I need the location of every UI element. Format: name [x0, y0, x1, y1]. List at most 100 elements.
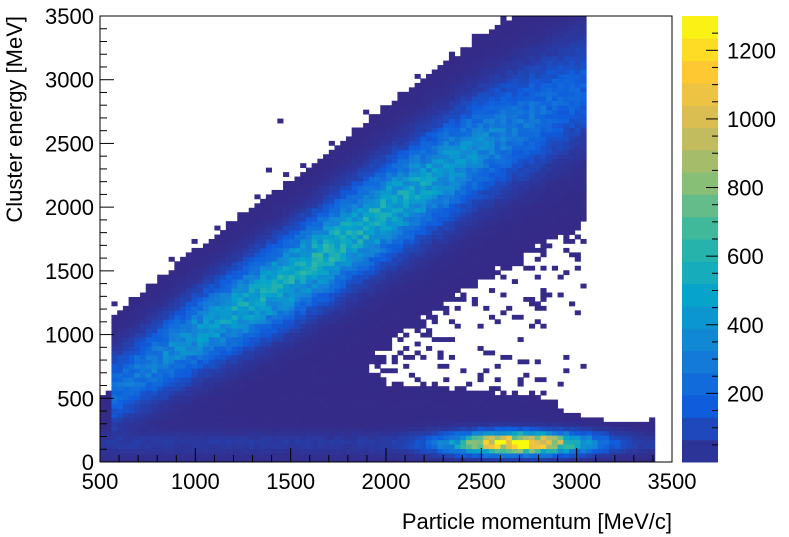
heatmap-cell	[294, 189, 301, 195]
heatmap-cell	[328, 239, 335, 244]
heatmap-cell	[157, 426, 164, 432]
heatmap-cell	[260, 221, 267, 227]
heatmap-cell	[111, 426, 118, 432]
heatmap-cell	[288, 328, 295, 334]
heatmap-cell	[174, 412, 181, 418]
heatmap-cell	[466, 189, 473, 195]
heatmap-cell	[317, 453, 324, 458]
heatmap-cell	[391, 154, 398, 160]
heatmap-cell	[283, 426, 290, 432]
heatmap-cell	[351, 243, 358, 249]
heatmap-cell	[431, 247, 438, 253]
heatmap-cell	[443, 176, 450, 182]
heatmap-cell	[483, 87, 490, 93]
heatmap-cell	[191, 439, 198, 445]
heatmap-cell	[408, 296, 415, 302]
heatmap-cell	[185, 319, 192, 325]
heatmap-cell	[437, 399, 444, 405]
heatmap-cell	[414, 123, 421, 128]
heatmap-cell	[311, 207, 318, 213]
heatmap-cell	[288, 412, 295, 418]
heatmap-cell	[305, 439, 313, 445]
heatmap-cell	[443, 435, 450, 441]
heatmap-cell	[420, 265, 427, 271]
heatmap-cell	[523, 136, 530, 142]
heatmap-cell	[454, 212, 461, 218]
heatmap-cell	[454, 65, 461, 70]
heatmap-cell	[551, 444, 558, 450]
heatmap-cell	[140, 328, 147, 334]
heatmap-cell	[386, 194, 393, 200]
heatmap-cell	[168, 279, 175, 284]
heatmap-cell	[323, 457, 330, 463]
heatmap-cell	[271, 296, 278, 302]
heatmap-cell	[483, 149, 490, 155]
heatmap-cell	[260, 270, 267, 276]
heatmap-cell	[403, 105, 410, 111]
heatmap-cell	[448, 243, 456, 249]
heatmap-cell	[483, 140, 490, 146]
heatmap-cell	[443, 448, 450, 454]
heatmap-cell	[317, 314, 324, 320]
heatmap-cell	[483, 430, 490, 436]
heatmap-cell	[477, 444, 484, 450]
heatmap-cell	[426, 314, 433, 320]
heatmap-cell	[500, 56, 507, 61]
heatmap-cell	[283, 417, 290, 423]
heatmap-cell	[208, 314, 215, 320]
heatmap-cell	[426, 430, 433, 436]
heatmap-cell	[368, 301, 375, 307]
heatmap-cell	[357, 158, 364, 164]
heatmap-cell	[443, 140, 450, 146]
heatmap-cell	[357, 185, 364, 191]
heatmap-cell	[357, 247, 364, 253]
heatmap-cell	[448, 225, 456, 231]
heatmap-cell	[420, 87, 427, 93]
heatmap-cell	[254, 310, 261, 316]
heatmap-cell	[351, 189, 358, 195]
heatmap-cell	[277, 247, 284, 253]
heatmap-cell	[426, 252, 433, 258]
heatmap-cell	[197, 439, 204, 445]
heatmap-cell	[454, 256, 461, 262]
heatmap-cell	[151, 399, 158, 405]
heatmap-cell	[300, 323, 307, 329]
heatmap-cell	[466, 100, 473, 106]
heatmap-cell	[311, 457, 318, 463]
heatmap-cell	[426, 270, 433, 276]
heatmap-cell	[408, 279, 415, 284]
heatmap-cell	[386, 207, 393, 213]
heatmap-cell	[345, 270, 353, 276]
heatmap-cell	[231, 310, 238, 316]
heatmap-cell	[168, 372, 175, 378]
heatmap-cell	[305, 301, 313, 307]
heatmap-cell	[414, 261, 421, 267]
heatmap-cell	[466, 185, 473, 191]
heatmap-cell	[454, 73, 461, 79]
heatmap-cell	[174, 274, 181, 280]
heatmap-cell	[351, 421, 358, 427]
heatmap-cell	[368, 114, 375, 119]
heatmap-cell	[511, 212, 518, 218]
heatmap-cell	[454, 225, 461, 231]
heatmap-cell	[448, 319, 456, 325]
heatmap-cell	[271, 404, 278, 409]
heatmap-cell	[208, 292, 215, 298]
heatmap-cell	[534, 109, 541, 115]
heatmap-cell	[500, 118, 507, 124]
heatmap-cell	[283, 292, 290, 298]
heatmap-cell	[328, 140, 335, 146]
heatmap-cell	[454, 247, 461, 253]
heatmap-cell	[288, 319, 295, 325]
heatmap-cell	[386, 279, 393, 284]
heatmap-cell	[197, 435, 204, 441]
heatmap-cell	[345, 194, 353, 200]
heatmap-cell	[403, 167, 410, 173]
heatmap-cell	[506, 354, 513, 360]
heatmap-cell	[380, 310, 387, 316]
heatmap-cell	[225, 395, 232, 400]
heatmap-cell	[334, 239, 341, 244]
heatmap-cell	[437, 417, 444, 423]
heatmap-cell	[243, 296, 250, 302]
heatmap-cell	[283, 239, 290, 244]
